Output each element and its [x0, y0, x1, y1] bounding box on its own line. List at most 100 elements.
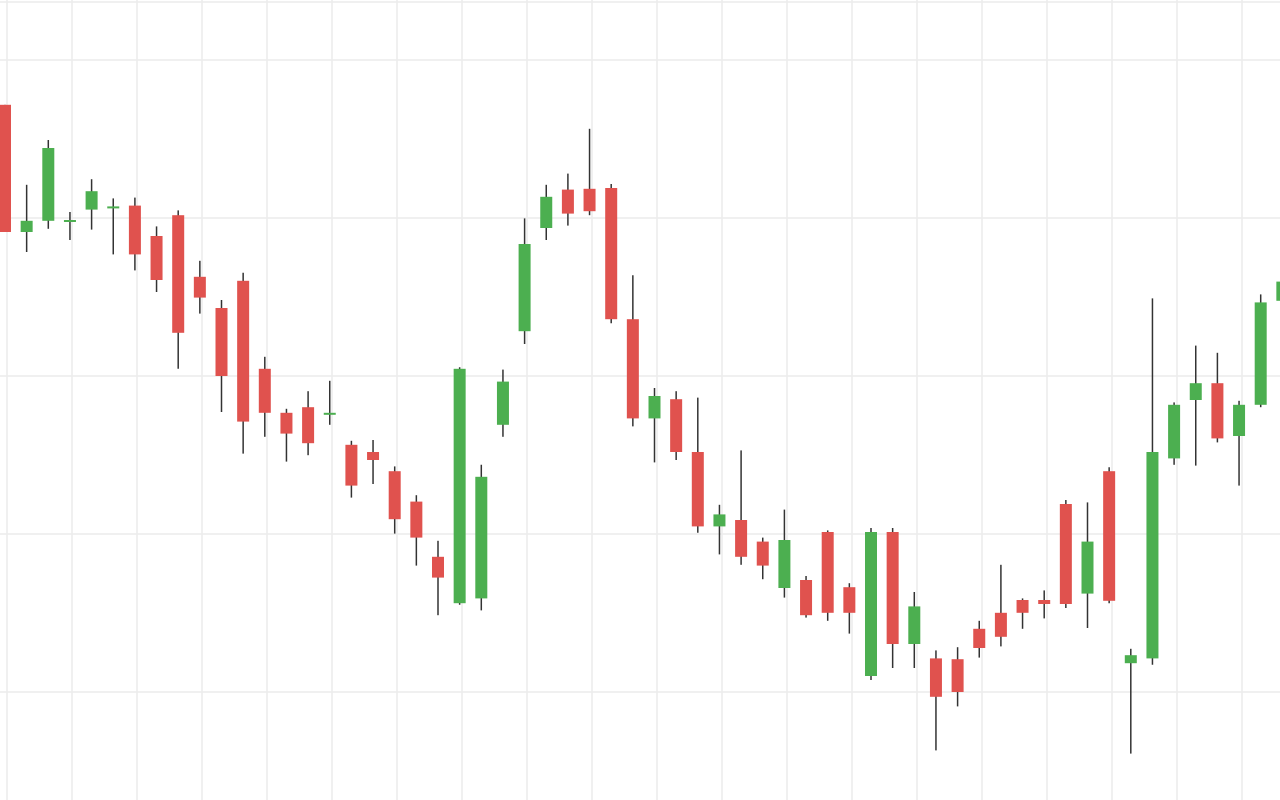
candle-down — [215, 300, 228, 412]
candle-down — [302, 391, 315, 456]
candle-down — [821, 530, 834, 621]
candle-body — [648, 396, 661, 419]
candle-body — [908, 606, 921, 644]
candle-body — [128, 205, 141, 255]
candle-up — [908, 592, 921, 668]
candle-body — [1211, 383, 1224, 439]
candle-down — [886, 528, 899, 668]
candle-down — [583, 128, 596, 216]
candle-down — [735, 450, 748, 565]
candle-body — [583, 188, 596, 212]
candle-up — [107, 198, 120, 255]
candle-body — [800, 580, 813, 616]
candle-body — [496, 381, 509, 425]
candle-body — [886, 532, 899, 644]
candle-down — [1103, 467, 1116, 604]
candle-body — [1059, 504, 1072, 604]
candle-body — [323, 412, 336, 415]
candle-up — [453, 367, 466, 605]
candle-body — [1038, 600, 1051, 604]
candle-body — [107, 206, 120, 209]
candle-up — [865, 528, 877, 680]
candle-body — [518, 244, 531, 332]
candle-down — [345, 440, 358, 498]
candle-down — [929, 650, 942, 751]
candle-body — [0, 104, 11, 232]
candle-body — [1168, 404, 1181, 459]
candle-body — [475, 476, 488, 599]
candle-up — [496, 369, 509, 437]
candle-body — [388, 471, 401, 520]
candle-body — [215, 308, 228, 376]
candle-body — [735, 520, 748, 557]
candle-body — [713, 514, 726, 527]
candle-down — [367, 440, 380, 484]
candle-up — [42, 140, 55, 229]
candle-body — [973, 628, 986, 648]
candle-body — [85, 191, 98, 210]
candle-body — [1254, 302, 1267, 405]
candle-down — [800, 576, 813, 618]
candle-up — [1168, 402, 1181, 465]
candle-body — [20, 220, 33, 232]
candle-down — [951, 647, 964, 707]
candle-body — [821, 532, 834, 613]
candle-body — [540, 196, 553, 228]
candle-body — [1146, 452, 1159, 659]
candle-up — [475, 464, 488, 611]
candle-body — [865, 532, 877, 676]
candle-up — [518, 218, 531, 344]
candle-body — [691, 452, 704, 527]
candle-body — [302, 407, 315, 444]
candle-body — [778, 540, 791, 588]
candle-down — [0, 104, 11, 232]
candle-body — [172, 215, 185, 333]
candle-body — [756, 541, 769, 566]
candle-down — [756, 537, 769, 580]
candles — [0, 104, 1280, 754]
candle-down — [843, 583, 856, 634]
candle-body — [1103, 471, 1116, 601]
candle-body — [1016, 600, 1029, 613]
candle-body — [42, 148, 55, 221]
candle-body — [367, 452, 380, 460]
candle-up — [323, 380, 336, 425]
candle-body — [410, 501, 423, 538]
candle-up — [1189, 345, 1202, 466]
candle-body — [1124, 655, 1137, 664]
candle-up — [648, 388, 661, 463]
candle-down — [561, 173, 574, 226]
candle-down — [1059, 500, 1072, 608]
candle-body — [432, 556, 444, 578]
candle-body — [193, 276, 206, 298]
candle-up — [1146, 298, 1159, 665]
candle-down — [626, 275, 639, 427]
candle-body — [605, 188, 618, 320]
candle-down — [670, 391, 683, 460]
candle-up — [1124, 648, 1137, 754]
candle-body — [453, 368, 466, 604]
candle-down — [150, 226, 163, 292]
candle-up — [1254, 294, 1267, 408]
candle-down — [994, 564, 1007, 647]
candle-down — [258, 356, 271, 437]
candle-body — [1189, 383, 1202, 400]
candle-body — [1276, 281, 1280, 301]
candle-body — [345, 444, 358, 486]
candle-up — [63, 212, 76, 240]
candle-up — [713, 504, 726, 555]
candle-down — [237, 272, 250, 454]
candle-body — [951, 659, 964, 692]
candle-body — [843, 587, 856, 613]
candle-down — [410, 495, 423, 566]
candle-down — [193, 260, 206, 314]
candle-down — [605, 184, 618, 324]
candle-body — [150, 236, 163, 280]
candle-up — [540, 184, 553, 240]
candle-up — [778, 509, 791, 598]
candle-down — [128, 197, 141, 271]
